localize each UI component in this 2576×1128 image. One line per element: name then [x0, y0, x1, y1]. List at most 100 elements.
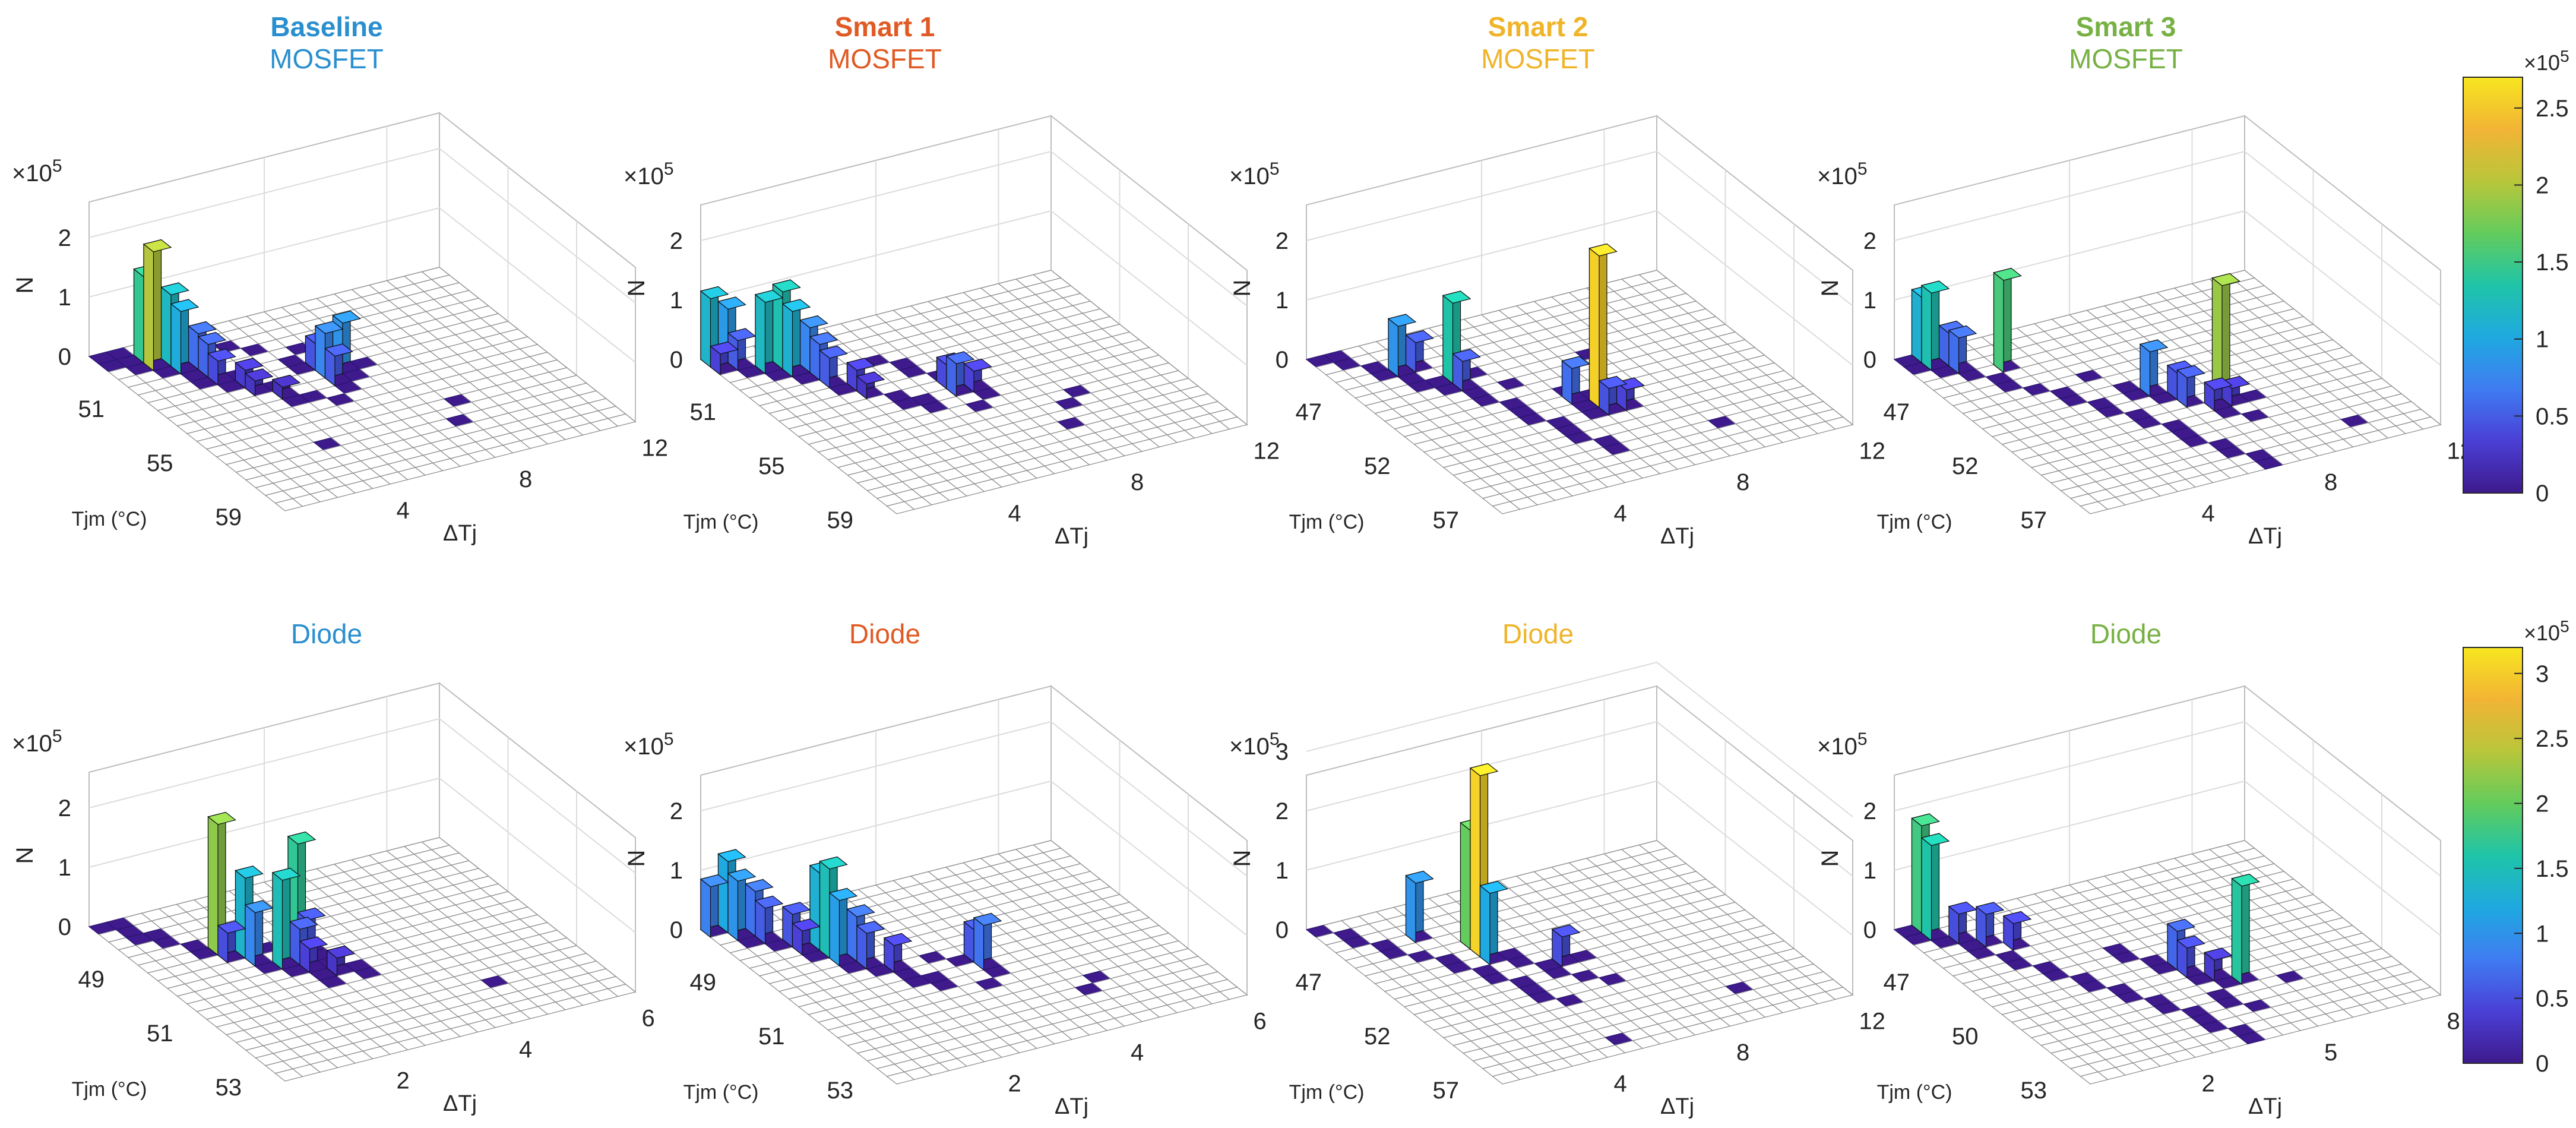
x-tick-label: 50 [1952, 1023, 1979, 1050]
x-axis-label: Tjm (°C) [1289, 511, 1365, 533]
z-gridline [1894, 150, 2441, 307]
bar-top [207, 811, 236, 825]
z-gridline [700, 210, 1248, 366]
z-tick-label: 1 [1276, 858, 1289, 884]
x-axis-label: Tjm (°C) [1877, 1081, 1952, 1104]
colorbar-tick-label: 2.5 [2536, 726, 2569, 752]
bar-front [1921, 837, 1932, 941]
x-axis-label: Tjm (°C) [72, 508, 147, 530]
bar-front [315, 325, 326, 379]
y-tick-label: 12 [1859, 438, 1886, 465]
bar-front [143, 243, 154, 372]
y-tick-label: 5 [2324, 1039, 2337, 1066]
floor-cell [1824, 416, 1854, 430]
bar-top [846, 904, 875, 918]
bar-front [2231, 877, 2242, 985]
bar-top [324, 343, 353, 357]
bar-top [2204, 377, 2233, 391]
y-axis-label: ΔTj [1055, 524, 1088, 549]
bar-front [133, 268, 144, 364]
bar-front [700, 290, 711, 368]
title-label: Diode [1502, 618, 1574, 649]
floor-cell [2412, 416, 2442, 430]
histogram-bar [197, 331, 227, 378]
bar-top [781, 902, 811, 915]
colorbar-tick-label: 0.5 [2536, 403, 2569, 429]
colorbar-tick-label: 1 [2536, 921, 2549, 947]
bar-front [1911, 817, 1922, 934]
z-gridline [1306, 661, 1853, 817]
y-tick-label: 8 [1736, 469, 1749, 495]
bar-top [244, 900, 274, 914]
y-tick-label: 2 [397, 1068, 410, 1094]
histogram-bar [1442, 290, 1471, 384]
floor-cell [2412, 987, 2442, 1000]
bar-front [799, 319, 811, 374]
bar-top [1616, 377, 1645, 391]
bar-front [1442, 295, 1454, 384]
z-axis-label: N [1229, 850, 1255, 867]
colorbar-tick-label: 2 [2536, 791, 2549, 817]
z-tick-label: 2 [58, 225, 71, 251]
x-tick-label: 55 [758, 453, 785, 479]
bar-top [717, 296, 746, 310]
bar-top [1387, 314, 1417, 327]
x-tick-label: 59 [827, 507, 854, 533]
bar-top [1479, 880, 1508, 894]
floor-cell [607, 984, 637, 997]
bar-top [271, 374, 301, 388]
z-gridline [88, 147, 636, 304]
bar-top [188, 321, 217, 334]
y-axis-label: ΔTj [1055, 1094, 1088, 1119]
histogram-bar [792, 918, 821, 956]
x-tick-label: 55 [147, 450, 173, 476]
y-axis-label: ΔTj [443, 521, 477, 546]
y-tick-label: 4 [397, 498, 410, 524]
exponent-superscript: 5 [2560, 617, 2569, 636]
bar-top [289, 917, 318, 930]
bar-top [883, 933, 913, 946]
histogram-bar [324, 343, 353, 387]
z-axis-label: N [624, 850, 650, 867]
bar-top [745, 879, 774, 892]
bar-top [207, 348, 236, 362]
bar-front [973, 917, 985, 971]
bar-top [1911, 813, 1940, 827]
x-tick-label: 51 [147, 1020, 173, 1047]
title-label: Smart 3 [2075, 11, 2176, 42]
bar-front [245, 904, 256, 967]
bar-top [244, 368, 274, 382]
y-tick-label: 8 [2447, 1009, 2460, 1035]
bar-top [754, 289, 784, 303]
z-gridline [88, 777, 636, 933]
histogram-bar [143, 239, 172, 372]
bar-top [197, 331, 227, 345]
z-exponent-label: ×105 [12, 726, 62, 757]
histogram-bar [271, 867, 301, 971]
z-tick-label: 0 [58, 344, 71, 370]
histogram-bar [2211, 273, 2240, 400]
bar-top [2176, 935, 2205, 949]
x-tick-label: 52 [1364, 1023, 1391, 1050]
panel-title-smart2-diode: Diode [1360, 618, 1716, 650]
z-tick-label: 3 [1276, 739, 1289, 765]
z-exponent-label: ×105 [624, 729, 674, 760]
z-axis-label: N [1817, 850, 1843, 867]
y-tick-label: 12 [1254, 438, 1280, 465]
histogram-bar [846, 358, 875, 392]
histogram-bar [973, 912, 1002, 971]
x-tick-label: 47 [1296, 399, 1322, 425]
z-gridline [1894, 721, 2441, 877]
bar-top [271, 867, 301, 881]
bar-top [710, 341, 739, 355]
x-tick-label: 53 [216, 1075, 242, 1101]
x-tick-label: 49 [78, 966, 105, 993]
panel-title-smart2-mosfet: Smart 2 MOSFET [1360, 11, 1716, 75]
z-tick-label: 2 [1276, 228, 1289, 254]
panel-title-baseline-diode: Diode [148, 618, 505, 650]
bar-top [828, 887, 858, 901]
x-tick-label: 57 [1433, 507, 1460, 533]
bar-top [1405, 330, 1434, 343]
